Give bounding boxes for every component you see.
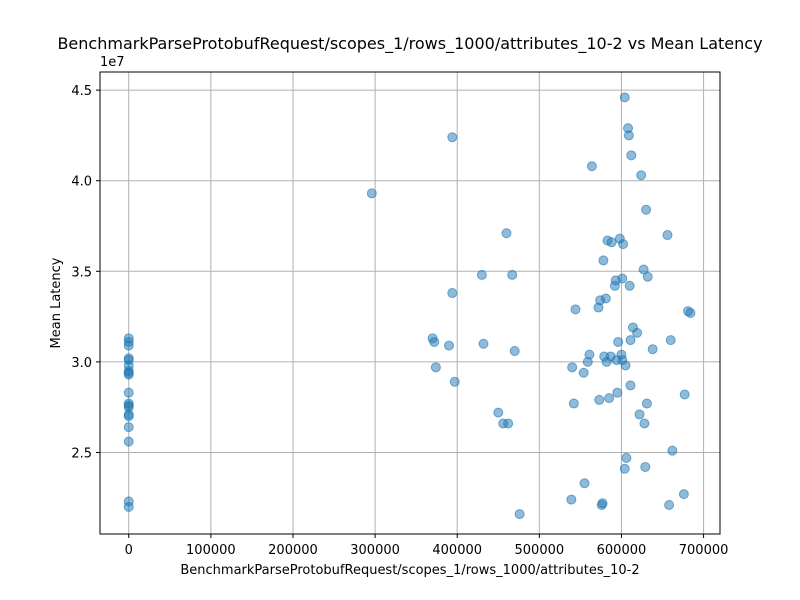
data-point bbox=[503, 418, 514, 429]
data-point bbox=[586, 161, 597, 172]
data-point bbox=[123, 501, 134, 512]
data-point bbox=[579, 478, 590, 489]
data-point bbox=[449, 376, 460, 387]
data-point bbox=[617, 273, 628, 284]
data-point bbox=[444, 340, 455, 351]
data-point bbox=[639, 418, 650, 429]
y-tick-label: 2.5 bbox=[71, 446, 92, 461]
data-point bbox=[123, 369, 134, 380]
data-point bbox=[598, 255, 609, 266]
data-point bbox=[123, 411, 134, 422]
data-point bbox=[584, 349, 595, 360]
data-point bbox=[679, 389, 690, 400]
data-point bbox=[625, 380, 636, 391]
data-point bbox=[678, 489, 689, 500]
data-point bbox=[641, 204, 652, 215]
data-point bbox=[606, 237, 617, 248]
y-tick-label: 4.5 bbox=[71, 84, 92, 99]
data-point bbox=[430, 362, 441, 373]
data-point bbox=[123, 387, 134, 398]
y-axis-label: Mean Latency bbox=[49, 257, 64, 348]
data-point bbox=[123, 340, 134, 351]
y-axis-scale-label: 1e7 bbox=[100, 55, 125, 70]
y-tick-label: 3.0 bbox=[71, 356, 92, 371]
data-point bbox=[634, 409, 645, 420]
data-point bbox=[476, 269, 487, 280]
data-point bbox=[612, 387, 623, 398]
data-point bbox=[685, 307, 696, 318]
x-tick-label: 0 bbox=[125, 543, 133, 558]
data-point bbox=[662, 230, 673, 241]
data-point bbox=[641, 398, 652, 409]
data-point bbox=[507, 269, 518, 280]
data-point bbox=[447, 132, 458, 143]
data-point bbox=[567, 362, 578, 373]
data-point bbox=[123, 436, 134, 447]
data-point bbox=[619, 463, 630, 474]
data-point bbox=[625, 335, 636, 346]
data-point bbox=[619, 92, 630, 103]
data-point bbox=[647, 344, 658, 355]
data-point bbox=[123, 422, 134, 433]
data-point bbox=[600, 293, 611, 304]
x-tick-label: 400000 bbox=[432, 543, 482, 558]
data-point bbox=[568, 398, 579, 409]
data-point bbox=[664, 500, 675, 511]
data-point bbox=[618, 239, 629, 250]
x-tick-label: 500000 bbox=[515, 543, 565, 558]
y-tick-label: 3.5 bbox=[71, 265, 92, 280]
data-point bbox=[493, 407, 504, 418]
x-axis-ticks: 0 100000 200000 300000 400000 500000 600000 700… bbox=[125, 534, 729, 558]
data-point bbox=[642, 271, 653, 282]
plot-area bbox=[99, 71, 721, 535]
y-axis-ticks: 2.5 3.0 3.5 4.0 4.5 bbox=[71, 84, 100, 461]
data-point bbox=[509, 346, 520, 357]
data-point bbox=[501, 228, 512, 239]
y-tick-label: 4.0 bbox=[71, 175, 92, 190]
data-point bbox=[667, 445, 678, 456]
data-point bbox=[632, 327, 643, 338]
data-point bbox=[636, 170, 647, 181]
data-point bbox=[478, 338, 489, 349]
data-point bbox=[597, 498, 608, 509]
x-tick-label: 600000 bbox=[597, 543, 647, 558]
data-point bbox=[594, 394, 605, 405]
data-point bbox=[447, 288, 458, 299]
chart-title: BenchmarkParseProtobufRequest/scopes_1/r… bbox=[57, 34, 762, 54]
data-point bbox=[640, 461, 651, 472]
y-scale-text: 1e7 bbox=[100, 55, 125, 70]
x-axis-label: BenchmarkParseProtobufRequest/scopes_1/r… bbox=[180, 563, 639, 578]
data-point bbox=[620, 360, 631, 371]
data-point bbox=[613, 336, 624, 347]
data-point bbox=[665, 335, 676, 346]
data-point bbox=[626, 150, 637, 161]
data-point bbox=[604, 393, 615, 404]
data-point bbox=[514, 509, 525, 520]
data-point bbox=[566, 494, 577, 505]
x-tick-label: 700000 bbox=[679, 543, 729, 558]
data-point bbox=[366, 188, 377, 199]
data-point bbox=[429, 336, 440, 347]
data-point bbox=[570, 304, 581, 315]
x-tick-label: 200000 bbox=[268, 543, 318, 558]
x-tick-label: 300000 bbox=[350, 543, 400, 558]
data-point bbox=[578, 367, 589, 378]
x-tick-label: 100000 bbox=[186, 543, 236, 558]
data-point bbox=[623, 130, 634, 141]
data-point bbox=[621, 452, 632, 463]
data-points bbox=[123, 92, 696, 520]
data-point bbox=[624, 280, 635, 291]
